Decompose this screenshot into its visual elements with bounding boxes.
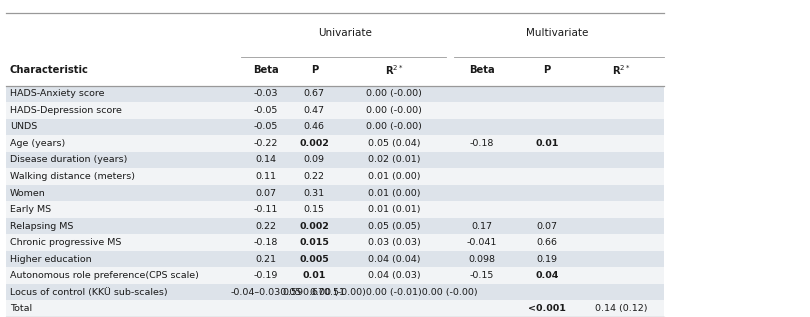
Text: 0.04: 0.04 bbox=[535, 271, 558, 280]
Text: -0.11: -0.11 bbox=[254, 205, 278, 214]
Text: 0.015: 0.015 bbox=[300, 238, 329, 247]
Text: 0.01 (0.00): 0.01 (0.00) bbox=[368, 172, 420, 181]
Text: 0.22: 0.22 bbox=[304, 172, 325, 181]
Bar bbox=[6, 168, 664, 185]
Bar bbox=[6, 201, 664, 218]
Text: Chronic progressive MS: Chronic progressive MS bbox=[10, 238, 121, 247]
Text: -0.05: -0.05 bbox=[254, 106, 278, 115]
Text: -0.05: -0.05 bbox=[254, 122, 278, 132]
Text: Total: Total bbox=[10, 304, 32, 313]
Text: Multivariate: Multivariate bbox=[526, 28, 588, 38]
Bar bbox=[6, 135, 664, 152]
Text: 0.01 (0.01): 0.01 (0.01) bbox=[368, 205, 420, 214]
Text: 0.46: 0.46 bbox=[304, 122, 325, 132]
Text: <0.001: <0.001 bbox=[528, 304, 565, 313]
Text: 0.005: 0.005 bbox=[300, 255, 329, 264]
Text: -0.041: -0.041 bbox=[467, 238, 497, 247]
Bar bbox=[6, 301, 664, 317]
Text: Relapsing MS: Relapsing MS bbox=[10, 222, 73, 230]
Text: -0.22: -0.22 bbox=[254, 139, 278, 148]
Text: 0.00 (-0.00)0.00 (-0.01)0.00 (-0.00): 0.00 (-0.00)0.00 (-0.01)0.00 (-0.00) bbox=[310, 288, 478, 297]
Bar bbox=[6, 284, 664, 301]
Text: 0.21: 0.21 bbox=[255, 255, 276, 264]
Text: -0.19: -0.19 bbox=[254, 271, 278, 280]
Bar bbox=[6, 102, 664, 119]
Text: Beta: Beta bbox=[469, 65, 495, 75]
Text: HADS-Depression score: HADS-Depression score bbox=[10, 106, 121, 115]
Bar bbox=[6, 251, 664, 268]
Text: 0.67: 0.67 bbox=[304, 89, 325, 98]
Text: 0.07: 0.07 bbox=[536, 222, 557, 230]
Text: Age (years): Age (years) bbox=[10, 139, 65, 148]
Bar bbox=[6, 152, 664, 168]
Text: 0.00 (-0.00): 0.00 (-0.00) bbox=[366, 122, 422, 132]
Text: Early MS: Early MS bbox=[10, 205, 51, 214]
Text: 0.03 (0.03): 0.03 (0.03) bbox=[368, 238, 420, 247]
Text: R$^{2*}$: R$^{2*}$ bbox=[612, 63, 631, 77]
Text: Disease duration (years): Disease duration (years) bbox=[10, 155, 127, 165]
Text: 0.09: 0.09 bbox=[304, 155, 325, 165]
Bar bbox=[6, 185, 664, 201]
Bar bbox=[6, 119, 664, 135]
Text: Characteristic: Characteristic bbox=[10, 65, 88, 75]
Text: Women: Women bbox=[10, 189, 45, 197]
Text: 0.31: 0.31 bbox=[304, 189, 325, 197]
Bar bbox=[6, 218, 664, 234]
Text: Walking distance (meters): Walking distance (meters) bbox=[10, 172, 134, 181]
Text: 0.14: 0.14 bbox=[255, 155, 276, 165]
Text: -0.15: -0.15 bbox=[470, 271, 494, 280]
Text: 0.14 (0.12): 0.14 (0.12) bbox=[595, 304, 648, 313]
Bar bbox=[6, 268, 664, 284]
Text: HADS-Anxiety score: HADS-Anxiety score bbox=[10, 89, 104, 98]
Text: 0.11: 0.11 bbox=[255, 172, 276, 181]
Text: 0.002: 0.002 bbox=[300, 139, 329, 148]
Text: 0.01: 0.01 bbox=[303, 271, 326, 280]
Text: Autonomous role preference(CPS scale): Autonomous role preference(CPS scale) bbox=[10, 271, 198, 280]
Text: 0.04 (0.04): 0.04 (0.04) bbox=[368, 255, 420, 264]
Text: -0.03: -0.03 bbox=[254, 89, 278, 98]
Text: Locus of control (KKÜ sub-scales): Locus of control (KKÜ sub-scales) bbox=[10, 288, 168, 297]
Text: 0.002: 0.002 bbox=[300, 222, 329, 230]
Text: 0.00 (-0.00): 0.00 (-0.00) bbox=[366, 106, 422, 115]
Text: 0.02 (0.01): 0.02 (0.01) bbox=[368, 155, 420, 165]
Text: UNDS: UNDS bbox=[10, 122, 37, 132]
Text: Beta: Beta bbox=[253, 65, 279, 75]
Text: -0.18: -0.18 bbox=[254, 238, 278, 247]
Bar bbox=[6, 86, 664, 102]
Text: 0.00 (-0.00): 0.00 (-0.00) bbox=[366, 89, 422, 98]
Bar bbox=[6, 13, 664, 54]
Text: 0.47: 0.47 bbox=[304, 106, 325, 115]
Text: P: P bbox=[311, 65, 318, 75]
Text: 0.19: 0.19 bbox=[536, 255, 557, 264]
Text: 0.05 (0.05): 0.05 (0.05) bbox=[368, 222, 420, 230]
Text: 0.05 (0.04): 0.05 (0.04) bbox=[368, 139, 420, 148]
Text: R$^{2*}$: R$^{2*}$ bbox=[385, 63, 403, 77]
Text: 0.07: 0.07 bbox=[255, 189, 276, 197]
Text: -0.04–0.030.05: -0.04–0.030.05 bbox=[230, 288, 301, 297]
Text: Univariate: Univariate bbox=[318, 28, 373, 38]
Bar bbox=[6, 54, 664, 86]
Text: 0.22: 0.22 bbox=[255, 222, 276, 230]
Text: Higher education: Higher education bbox=[10, 255, 92, 264]
Text: 0.15: 0.15 bbox=[304, 205, 325, 214]
Text: 0.590.670.51: 0.590.670.51 bbox=[283, 288, 346, 297]
Text: 0.66: 0.66 bbox=[536, 238, 557, 247]
Text: 0.01: 0.01 bbox=[535, 139, 558, 148]
Text: -0.18: -0.18 bbox=[470, 139, 494, 148]
Text: P: P bbox=[544, 65, 550, 75]
Text: 0.098: 0.098 bbox=[468, 255, 496, 264]
Text: 0.04 (0.03): 0.04 (0.03) bbox=[368, 271, 420, 280]
Text: 0.17: 0.17 bbox=[471, 222, 492, 230]
Bar bbox=[6, 234, 664, 251]
Text: 0.01 (0.00): 0.01 (0.00) bbox=[368, 189, 420, 197]
